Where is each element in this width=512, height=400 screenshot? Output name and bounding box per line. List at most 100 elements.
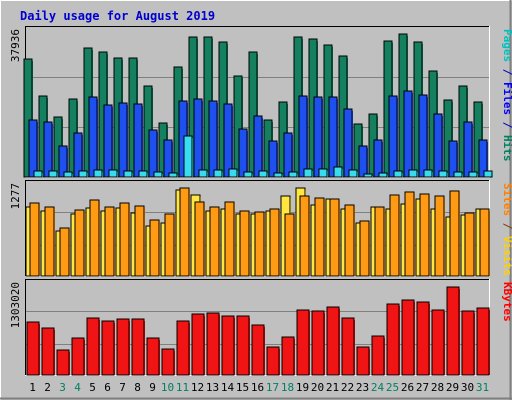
- bar-sites-day-5: [89, 199, 100, 277]
- legend-hits-part-3: /: [501, 115, 512, 135]
- bar-kbytes-day-11: [176, 320, 190, 376]
- bar-files-day-14: [223, 103, 233, 178]
- x-tick-label-day-2: 2: [44, 381, 51, 394]
- bar-pages-day-1: [33, 170, 43, 178]
- bar-kbytes-day-19: [296, 309, 310, 376]
- bar-sites-day-30: [464, 212, 475, 277]
- bar-pages-day-11: [183, 135, 193, 178]
- x-tick-label-day-25: 25: [386, 381, 399, 394]
- x-tick-label-day-7: 7: [119, 381, 126, 394]
- bar-pages-day-30: [468, 171, 478, 178]
- x-tick-label-day-15: 15: [236, 381, 249, 394]
- bar-sites-day-23: [359, 220, 370, 277]
- bar-sites-day-29: [449, 190, 460, 277]
- bar-sites-day-22: [344, 204, 355, 277]
- legend-hits-part-4: Hits: [501, 135, 512, 162]
- bar-sites-day-1: [29, 202, 40, 277]
- bar-kbytes-day-18: [281, 336, 295, 376]
- bar-files-day-27: [418, 94, 428, 178]
- bar-pages-day-2: [48, 170, 58, 178]
- bar-sites-day-16: [254, 211, 265, 277]
- bar-files-day-25: [388, 95, 398, 178]
- bar-kbytes-day-27: [416, 301, 430, 376]
- x-tick-label-day-27: 27: [416, 381, 429, 394]
- bar-files-day-8: [133, 103, 143, 178]
- panel-visits-legend: Sites / Visits: [501, 183, 512, 276]
- bar-files-day-7: [118, 102, 128, 178]
- bar-pages-day-21: [333, 166, 343, 178]
- bar-files-day-12: [193, 98, 203, 178]
- bar-kbytes-day-1: [26, 321, 40, 376]
- bar-kbytes-day-2: [41, 327, 55, 376]
- bar-pages-day-12: [198, 169, 208, 178]
- bar-kbytes-day-20: [311, 310, 325, 376]
- x-tick-label-day-22: 22: [341, 381, 354, 394]
- bar-files-day-19: [298, 95, 308, 178]
- bar-sites-day-20: [314, 197, 325, 277]
- bar-sites-day-13: [209, 206, 220, 277]
- panel-kbytes-max-label: 1303020: [9, 282, 22, 328]
- bar-sites-day-3: [59, 227, 70, 277]
- bar-kbytes-day-6: [101, 320, 115, 376]
- legend-hits-part-0: Pages: [501, 29, 512, 62]
- bar-files-day-10: [163, 139, 173, 178]
- x-tick-label-day-14: 14: [221, 381, 235, 394]
- bar-kbytes-day-12: [191, 313, 205, 376]
- chart-title: Daily usage for August 2019: [20, 9, 215, 23]
- bar-sites-day-19: [299, 195, 310, 277]
- x-tick-label-day-8: 8: [134, 381, 141, 394]
- bar-files-day-16: [253, 115, 263, 178]
- panel-hits-max-label: 37936: [9, 29, 22, 62]
- bar-kbytes-day-5: [86, 317, 100, 376]
- bar-pages-day-25: [393, 170, 403, 178]
- bar-kbytes-day-31: [476, 307, 490, 376]
- bar-pages-day-3: [63, 171, 73, 178]
- bar-pages-day-31: [483, 170, 493, 178]
- bar-files-day-4: [73, 132, 83, 178]
- bar-files-day-17: [268, 140, 278, 178]
- bar-pages-day-4: [78, 170, 88, 178]
- x-axis-labels: 1 2 3 4 5 6 7 8 9 10 11 12 13 14 15 16 17 18 19 20 21 22 23 24 2…: [29, 381, 489, 394]
- x-tick-label-day-30: 30: [461, 381, 474, 394]
- bar-sites-day-6: [104, 206, 115, 277]
- bar-files-day-15: [238, 128, 248, 178]
- bar-kbytes-day-3: [56, 349, 70, 376]
- x-tick-label-day-13: 13: [206, 381, 219, 394]
- bar-kbytes-day-17: [266, 346, 280, 376]
- legend-visits-part-0: Sites: [501, 183, 512, 216]
- legend-kbytes-part-0: KBytes: [501, 282, 512, 322]
- bar-pages-day-17: [273, 172, 283, 178]
- bar-sites-day-8: [134, 205, 145, 277]
- bar-pages-day-27: [423, 169, 433, 178]
- bar-files-day-28: [433, 113, 443, 178]
- bar-pages-day-23: [363, 173, 373, 178]
- bar-pages-day-29: [453, 171, 463, 178]
- bar-sites-day-12: [194, 201, 205, 277]
- x-tick-label-day-5: 5: [89, 381, 96, 394]
- bar-files-day-21: [328, 96, 338, 178]
- bar-sites-day-14: [224, 201, 235, 277]
- x-tick-label-day-19: 19: [296, 381, 309, 394]
- bar-sites-day-21: [329, 198, 340, 277]
- x-tick-label-day-4: 4: [74, 381, 81, 394]
- x-tick-label-day-26: 26: [401, 381, 414, 394]
- panel-visits-max-label: 1277: [9, 183, 22, 210]
- bar-pages-day-9: [153, 171, 163, 178]
- bar-pages-day-18: [288, 171, 298, 178]
- bar-pages-day-16: [258, 170, 268, 178]
- bar-kbytes-day-30: [461, 310, 475, 376]
- bar-kbytes-day-10: [161, 348, 175, 376]
- panel-visits: 1277 Sites / Visits: [9, 180, 512, 277]
- bar-kbytes-day-23: [356, 346, 370, 376]
- panel-hits: 37936 Pages / Files / Hits: [9, 26, 512, 178]
- bar-pages-day-8: [138, 170, 148, 178]
- bar-pages-day-26: [408, 169, 418, 178]
- bar-files-day-13: [208, 100, 218, 178]
- chart-panels: 37936 Pages / Files / Hits 1277 Sites / Vis…: [9, 26, 512, 376]
- bar-kbytes-day-13: [206, 312, 220, 376]
- bar-sites-day-11: [179, 187, 190, 277]
- x-tick-label-day-23: 23: [356, 381, 369, 394]
- x-tick-label-day-12: 12: [191, 381, 204, 394]
- x-tick-label-day-10: 10: [161, 381, 174, 394]
